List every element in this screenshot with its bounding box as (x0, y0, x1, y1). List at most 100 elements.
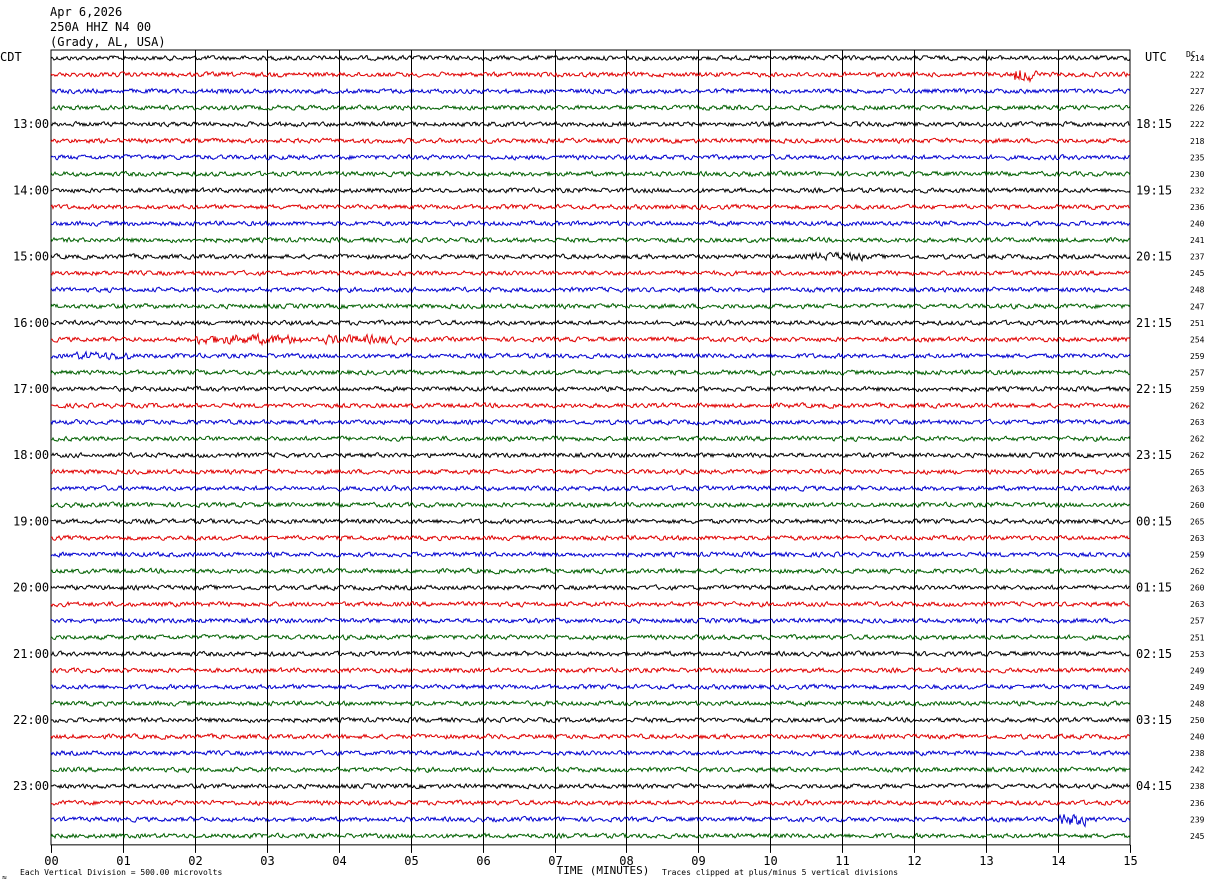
seismic-trace (50, 700, 1131, 707)
seismic-trace (50, 799, 1131, 807)
seismic-trace (50, 633, 1131, 641)
seismic-trace (50, 220, 1131, 227)
hour-label-utc: 22:15 (1136, 382, 1172, 396)
x-tick-label: 12 (907, 854, 921, 868)
hour-label-utc: 04:15 (1136, 779, 1172, 793)
x-tick-label: 10 (763, 854, 777, 868)
dc-offset-labels: 214 222 227 226 222 218 235 230 232 236 240 241 237 2… (1190, 54, 1205, 841)
dc-offset-label: 247 (1190, 302, 1205, 311)
clip-note: Traces clipped at plus/minus 5 vertical … (662, 868, 898, 877)
dc-offset-label: 262 (1190, 435, 1205, 444)
seismic-trace (50, 749, 1131, 757)
left-hour-labels: 13:00 14:00 15:00 16:00 17:00 18:00 19:00 20:00… (13, 117, 49, 793)
x-axis-ticks: 00 01 02 03 04 05 06 07 08 09 10 11 12 13 14 15 (44, 844, 1138, 868)
hour-label-utc: 00:15 (1136, 514, 1172, 528)
right-axis-title: UTC (1145, 50, 1167, 64)
hour-label-utc: 23:15 (1136, 448, 1172, 462)
dc-offset-label: 227 (1190, 87, 1205, 96)
seismic-trace (50, 600, 1131, 608)
seismic-trace (50, 402, 1131, 409)
hour-label-utc: 03:15 (1136, 713, 1172, 727)
dc-offset-label: 259 (1190, 385, 1205, 394)
trace-layer (50, 54, 1131, 840)
seismic-trace (50, 170, 1131, 178)
seismic-trace (50, 584, 1131, 592)
dc-offset-label: 214 (1190, 54, 1205, 63)
x-tick-label: 00 (44, 854, 58, 868)
seismic-trace (50, 418, 1131, 426)
dc-offset-label: 259 (1190, 551, 1205, 560)
x-tick-label: 02 (188, 854, 202, 868)
seismic-trace (50, 650, 1131, 658)
dc-offset-label: 257 (1190, 368, 1205, 377)
dc-offset-label: 238 (1190, 782, 1205, 791)
dc-offset-label: 249 (1190, 666, 1205, 675)
dc-offset-label: 250 (1190, 716, 1205, 725)
header-location: (Grady, AL, USA) (50, 35, 166, 49)
dc-offset-label: 241 (1190, 236, 1205, 245)
hour-label-utc: 19:15 (1136, 183, 1172, 197)
x-tick-label: 11 (835, 854, 849, 868)
seismic-trace (50, 435, 1131, 443)
seismic-trace (50, 666, 1131, 674)
seismic-trace (50, 468, 1131, 476)
seismic-trace (50, 451, 1131, 459)
dc-offset-label: 245 (1190, 832, 1205, 841)
dc-offset-label: 248 (1190, 699, 1205, 708)
dc-offset-label: 265 (1190, 468, 1205, 477)
header-date: Apr 6,2026 (50, 5, 122, 19)
x-tick-label: 03 (260, 854, 274, 868)
seismic-trace (50, 203, 1131, 211)
dc-offset-label: 236 (1190, 203, 1205, 212)
x-tick-label: 05 (404, 854, 418, 868)
seismic-trace (50, 350, 1131, 361)
seismic-trace (50, 567, 1131, 575)
hour-label-utc: 01:15 (1136, 581, 1172, 595)
seismic-trace (50, 87, 1131, 95)
dc-offset-label: 262 (1190, 567, 1205, 576)
dc-offset-label: 248 (1190, 286, 1205, 295)
seismic-trace (50, 319, 1131, 327)
x-tick-label: 06 (476, 854, 490, 868)
dc-offset-label: 263 (1190, 534, 1205, 543)
seismic-trace (50, 782, 1131, 790)
x-tick-label: 09 (691, 854, 705, 868)
hour-label-cdt: 18:00 (13, 448, 49, 462)
dc-offset-label: 260 (1190, 501, 1205, 510)
seismic-trace (50, 517, 1131, 525)
corner-mark: ≈ (2, 873, 7, 882)
hour-label-cdt: 13:00 (13, 117, 49, 131)
seismic-trace (50, 302, 1131, 310)
hour-label-cdt: 14:00 (13, 183, 49, 197)
dc-title: DC (1186, 50, 1196, 59)
seismic-trace (50, 617, 1131, 625)
hour-label-utc: 20:15 (1136, 250, 1172, 264)
dc-offset-label: 263 (1190, 418, 1205, 427)
seismic-trace (50, 120, 1131, 128)
right-hour-labels: 18:15 19:15 20:15 21:15 22:15 23:15 00:15 01:15… (1136, 117, 1172, 793)
seismic-trace (50, 286, 1131, 294)
seismic-trace (50, 766, 1131, 774)
dc-offset-label: 230 (1190, 170, 1205, 179)
seismic-trace (50, 153, 1131, 161)
dc-offset-label: 218 (1190, 137, 1205, 146)
seismic-trace (50, 54, 1131, 62)
dc-offset-label: 232 (1190, 186, 1205, 195)
seismic-trace (50, 832, 1131, 840)
seismic-trace (50, 534, 1131, 542)
seismic-trace (51, 104, 1131, 112)
plot-frame (50, 49, 1131, 846)
x-tick-label: 08 (619, 854, 633, 868)
seismic-trace (50, 484, 1131, 492)
seismic-trace (50, 251, 1131, 263)
dc-offset-label: 242 (1190, 766, 1205, 775)
dc-offset-label: 265 (1190, 517, 1205, 526)
dc-offset-label: 245 (1190, 269, 1205, 278)
hour-label-utc: 21:15 (1136, 316, 1172, 330)
seismic-trace (50, 186, 1131, 194)
dc-offset-label: 260 (1190, 584, 1205, 593)
dc-offset-label: 253 (1190, 650, 1205, 659)
seismic-trace (50, 813, 1131, 828)
x-tick-label: 04 (332, 854, 346, 868)
